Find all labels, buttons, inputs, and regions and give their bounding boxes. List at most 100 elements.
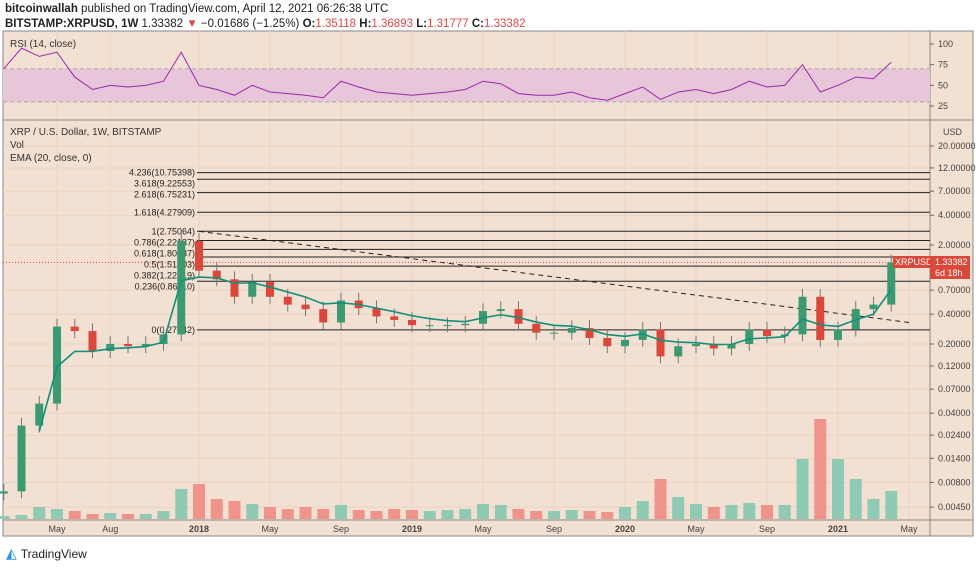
volume-bar [281, 509, 294, 519]
volume-bar [761, 505, 773, 519]
volume-bar [157, 511, 170, 519]
candle-body [621, 339, 629, 347]
volume-bar [86, 514, 99, 519]
candle-body [141, 344, 150, 347]
volume-bar [583, 511, 596, 519]
candle-body [124, 344, 132, 347]
volume-bar [406, 510, 418, 519]
volume-bar [122, 514, 134, 519]
volume-bar [565, 510, 578, 519]
volume-bar [548, 511, 560, 519]
ema-label: EMA (20, close, 0) [10, 153, 92, 164]
tradingview-logo[interactable]: ◭ TradingView [6, 545, 87, 562]
volume-bar [335, 505, 347, 519]
tradingview-icon: ◭ [6, 545, 17, 561]
symbol: BITSTAMP:XRPUSD, 1W [5, 18, 139, 30]
x-tick-label: 2018 [189, 524, 209, 534]
y-tick-label: 0.12000 [938, 361, 971, 371]
volume-bar [477, 504, 489, 519]
fib-level-label: 0.5(1.51403) [144, 259, 195, 269]
volume-bar [796, 459, 809, 519]
volume-bar [619, 507, 631, 519]
x-tick-label: 2019 [402, 524, 422, 534]
volume-bar [814, 419, 827, 519]
x-tick-label: Sep [759, 524, 775, 534]
fib-level-label: 4.236(10.75398) [129, 168, 195, 178]
candle-body [514, 309, 523, 324]
candle-body [550, 332, 558, 334]
volume-bar [885, 491, 898, 519]
volume-bar [832, 459, 844, 519]
candle-body [53, 326, 61, 404]
vol-label: Vol [10, 140, 24, 151]
candle-body [727, 344, 736, 349]
candle-body [88, 331, 97, 351]
candle-body [337, 300, 345, 323]
price-change: −0.01686 (−1.25%) [200, 18, 300, 30]
volume-bar [68, 511, 81, 519]
candle-body [0, 491, 8, 494]
low-label: L: [416, 18, 428, 30]
volume-bar [601, 512, 614, 519]
candle-body [603, 337, 612, 347]
rsi-tick-label: 25 [938, 101, 948, 111]
candle-body [692, 344, 700, 347]
y-tick-label: 0.00800 [938, 477, 971, 487]
candle-body [798, 296, 807, 335]
x-tick-label: May [48, 524, 66, 534]
open-label: O: [302, 18, 316, 30]
symbol-tag-text: XRPUSD [895, 257, 933, 267]
brand-name: TradingView [20, 546, 87, 561]
x-tick-label: May [687, 524, 705, 534]
main-title: XRP / U.S. Dollar, 1W, BITSTAMP [10, 127, 162, 138]
rsi-tick-label: 50 [938, 80, 948, 90]
symbol-tag [893, 256, 930, 268]
volume-bar [743, 503, 756, 519]
y-tick-label: 0.20000 [938, 339, 971, 349]
volume-bar [690, 504, 702, 519]
y-tick-label: 0.02400 [938, 430, 971, 440]
volume-bar [654, 479, 667, 519]
high-label: H: [359, 18, 372, 30]
volume-bar [264, 507, 276, 519]
volume-bar [636, 501, 649, 519]
volume-bar [210, 499, 223, 519]
y-tick-label: 2.00000 [938, 240, 971, 250]
volume-bar [512, 509, 525, 519]
volume-bar [778, 505, 791, 519]
x-tick-label: 2020 [615, 524, 635, 534]
candle-body [763, 329, 771, 337]
y-tick-label: 4.00000 [938, 210, 971, 220]
volume-bar [707, 507, 720, 519]
rsi-band [3, 68, 930, 102]
candle-body [887, 262, 896, 305]
candle-body [567, 328, 576, 333]
chart-background [2, 30, 974, 537]
candle-body [212, 270, 221, 280]
volume-bar [849, 479, 862, 519]
volume-bar [246, 504, 259, 519]
candle-body [177, 240, 186, 335]
x-tick-label: May [261, 524, 279, 534]
y-tick-label: 0.40000 [938, 309, 971, 319]
candle-body [35, 403, 44, 426]
y-tick-label: 20.00000 [938, 141, 976, 151]
candle-body [425, 325, 434, 327]
candle-body [283, 296, 292, 305]
candle-body [408, 319, 416, 326]
volume-bar [672, 497, 685, 519]
down-arrow-icon: ▼ [186, 18, 198, 30]
fib-level-label: 3.618(9.22553) [134, 179, 195, 189]
candle-body [390, 316, 399, 320]
volume-bar [352, 510, 365, 519]
volume-bar [423, 511, 436, 519]
fib-level-label: 0.618(1.80587) [134, 248, 195, 258]
y-tick-label: 7.00000 [938, 186, 971, 196]
author[interactable]: bitcoinwallah [5, 3, 78, 15]
candle-body [159, 334, 168, 344]
open-value: 1.35118 [315, 18, 357, 30]
x-tick-label: Sep [333, 524, 349, 534]
candle-body [443, 325, 452, 327]
candle-body [301, 304, 310, 310]
